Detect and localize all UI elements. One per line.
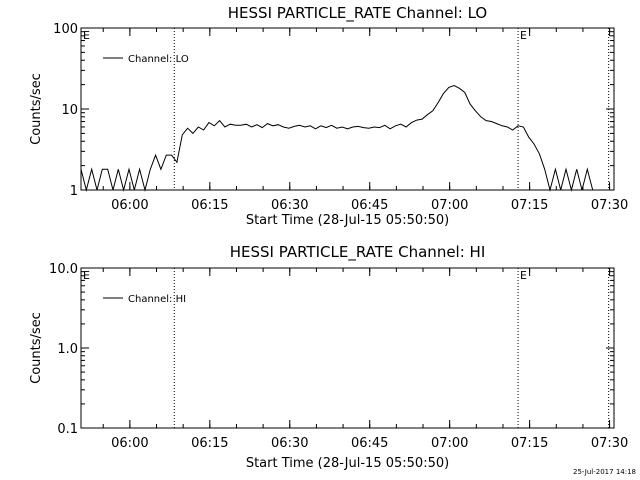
x-tick-label: 07:30 bbox=[591, 436, 628, 451]
chart-title: HESSI PARTICLE_RATE Channel: HI bbox=[230, 243, 486, 262]
x-tick-label: 06:00 bbox=[111, 436, 148, 451]
x-tick-label: 07:30 bbox=[591, 198, 628, 213]
annotation-e: E bbox=[520, 269, 527, 282]
x-tick-label: 06:45 bbox=[351, 436, 388, 451]
y-tick-label: 100 bbox=[53, 22, 78, 37]
y-tick-label: 1 bbox=[70, 184, 78, 199]
annotation-e: E bbox=[83, 29, 90, 42]
x-tick-label: 07:15 bbox=[511, 436, 548, 451]
x-tick-label: 06:15 bbox=[191, 198, 228, 213]
x-tick-label: 06:30 bbox=[271, 198, 308, 213]
x-tick-label: 07:00 bbox=[431, 198, 468, 213]
y-axis-label: Counts/sec bbox=[29, 312, 44, 384]
panel-channel-lo: HESSI PARTICLE_RATE Channel: LO 06:00 06:1… bbox=[29, 4, 628, 228]
chart-title: HESSI PARTICLE_RATE Channel: LO bbox=[228, 4, 487, 23]
plot-frame bbox=[80, 267, 615, 429]
plot-frame bbox=[80, 27, 615, 191]
y-tick-label: 1.0 bbox=[57, 342, 78, 357]
x-tick-label: 06:45 bbox=[351, 198, 388, 213]
x-axis-label: Start Time (28-Jul-15 05:50:50) bbox=[246, 213, 449, 228]
legend-label: Channel: LO bbox=[128, 54, 189, 65]
y-tick-label: 10 bbox=[61, 103, 78, 118]
y-tick-label: 0.1 bbox=[57, 422, 78, 437]
x-tick-label: 06:00 bbox=[111, 198, 148, 213]
x-tick-label: 06:30 bbox=[271, 436, 308, 451]
legend-label: Channel: HI bbox=[128, 294, 186, 305]
x-tick-label: 06:15 bbox=[191, 436, 228, 451]
annotation-e: E bbox=[520, 29, 527, 42]
panel-channel-hi: HESSI PARTICLE_RATE Channel: HI 06:00 06:1… bbox=[29, 243, 628, 471]
annotation-e: E bbox=[83, 269, 90, 282]
footer-timestamp: 25-Jul-2017 14:18 bbox=[573, 468, 636, 476]
series-line-channel-lo bbox=[80, 84, 594, 192]
x-axis-label: Start Time (28-Jul-15 05:50:50) bbox=[246, 456, 449, 471]
y-axis-label: Counts/sec bbox=[29, 73, 44, 145]
x-tick-label: 07:00 bbox=[431, 436, 468, 451]
x-tick-label: 07:15 bbox=[511, 198, 548, 213]
y-tick-label: 10.0 bbox=[49, 262, 78, 277]
